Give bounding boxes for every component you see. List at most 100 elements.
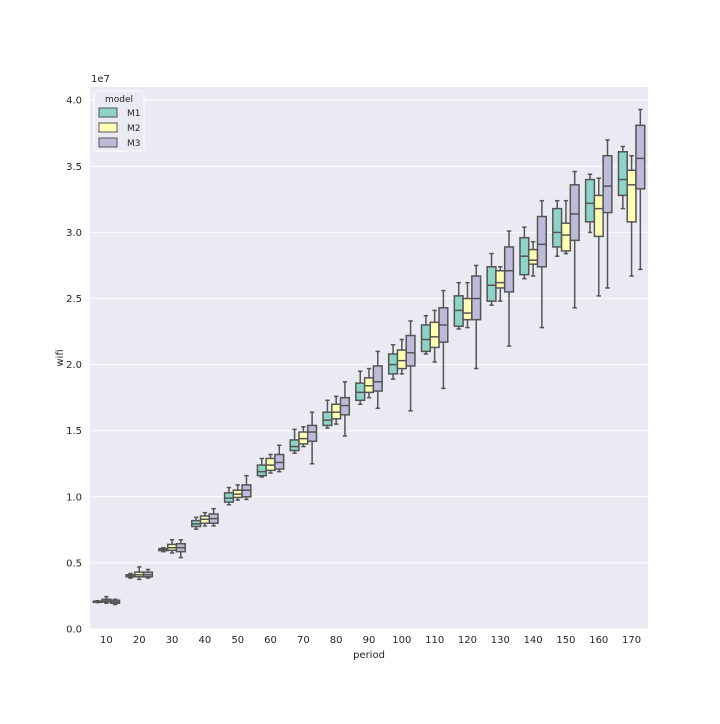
box-M3-120	[471, 264, 482, 370]
box-M3-150	[569, 170, 580, 309]
box-M1-10	[92, 599, 103, 604]
box-body	[495, 270, 506, 289]
box-M1-60	[256, 457, 267, 478]
box-M3-40	[208, 507, 219, 527]
x-tick-label: 50	[231, 635, 244, 646]
y-tick-label: 2.5	[66, 294, 82, 305]
y-tick-label: 3.0	[66, 228, 82, 239]
box-body	[560, 222, 572, 252]
box-M3-160	[602, 139, 613, 289]
legend-swatch-M1	[98, 107, 118, 118]
y-tick-label: 4.0	[66, 96, 82, 107]
box-M1-70	[289, 428, 300, 454]
y-tick-label: 1.5	[66, 426, 82, 437]
box-M3-130	[503, 230, 515, 347]
y-axis-label: wifi	[55, 349, 66, 366]
x-tick-label: 10	[100, 635, 113, 646]
box-M1-30	[158, 546, 169, 553]
x-tick-label: 130	[491, 635, 510, 646]
box-M1-20	[125, 572, 136, 579]
box-body	[503, 246, 515, 293]
y-tick-labels: 0.0 0.5 1.0 1.5 2.0 2.5 3.0 3.5 4.0	[66, 96, 82, 636]
x-tick-label: 110	[425, 635, 444, 646]
legend-swatch-M3	[98, 137, 118, 148]
x-axis-label: period	[353, 650, 385, 661]
box-M2-80	[331, 395, 342, 425]
x-tick-label: 140	[524, 635, 543, 646]
box-M3-70	[306, 411, 318, 465]
box-M3-20	[142, 568, 154, 579]
box-body	[486, 266, 497, 302]
x-tick-label: 80	[330, 635, 343, 646]
y-offset-label: 1e7	[91, 74, 110, 85]
box-M3-10	[110, 598, 121, 606]
box-M3-170	[635, 108, 646, 271]
box-M2-50	[232, 484, 243, 501]
box-M1-80	[322, 399, 333, 429]
legend-label-M3: M3	[127, 139, 141, 149]
box-body	[322, 411, 333, 427]
box-M1-50	[223, 486, 235, 506]
box-M3-60	[274, 444, 285, 473]
box-M3-50	[241, 474, 252, 501]
box-M2-160	[593, 177, 604, 297]
box-body	[626, 169, 637, 223]
box-body	[527, 248, 539, 265]
x-tick-label: 150	[556, 635, 575, 646]
box-body	[584, 178, 596, 223]
box-M3-140	[536, 199, 547, 329]
x-tick-label: 100	[392, 635, 411, 646]
x-tick-label: 20	[133, 635, 146, 646]
legend-title: model	[105, 95, 133, 105]
x-tick-label: 40	[199, 635, 212, 646]
box-body	[569, 184, 580, 242]
box-body	[617, 151, 628, 197]
y-tick-label: 3.5	[66, 162, 82, 173]
x-tick-labels: 10 20 30 40 50 60 70 80 90 100 110 120 130 140 150 160 1…	[100, 635, 641, 646]
boxes	[92, 108, 646, 606]
box-M2-20	[134, 566, 145, 581]
x-tick-label: 120	[458, 635, 477, 646]
x-tick-label: 70	[297, 635, 310, 646]
box-body	[306, 424, 318, 443]
box-body	[372, 365, 383, 392]
legend-frame	[93, 90, 145, 152]
box-body	[396, 349, 407, 370]
legend-swatch-M2	[98, 122, 118, 133]
box-M3-90	[372, 350, 383, 409]
legend-label-M2: M2	[127, 124, 141, 134]
x-tick-label: 160	[589, 635, 608, 646]
legend-label-M1: M1	[127, 109, 141, 119]
y-tick-label: 1.0	[66, 492, 82, 503]
box-body	[420, 324, 432, 353]
box-M2-60	[265, 453, 276, 474]
x-tick-label: 60	[264, 635, 277, 646]
box-M3-30	[175, 539, 186, 559]
x-tick-label: 170	[622, 635, 641, 646]
box-body	[289, 439, 300, 452]
box-body	[552, 207, 563, 248]
box-body	[429, 321, 440, 349]
box-M3-110	[438, 289, 449, 390]
legend-items: M1 M2 M3	[98, 107, 141, 149]
x-tick-label: 90	[363, 635, 376, 646]
box-M3-80	[339, 381, 351, 437]
box-body	[405, 334, 416, 367]
box-body	[635, 124, 646, 190]
y-tick-label: 2.0	[66, 360, 82, 371]
box-body	[536, 215, 547, 268]
box-body	[462, 297, 473, 321]
box-M2-10	[101, 595, 112, 604]
plot-background	[90, 87, 648, 629]
box-M2-40	[199, 511, 211, 527]
box-M2-170	[626, 154, 637, 277]
box-M3-100	[405, 320, 416, 412]
box-body	[256, 464, 267, 477]
x-tick-label: 30	[166, 635, 179, 646]
legend: model M1 M2 M3	[93, 90, 145, 152]
y-tick-label: 0.5	[66, 558, 82, 569]
box-body	[593, 194, 604, 238]
box-body	[602, 154, 613, 214]
